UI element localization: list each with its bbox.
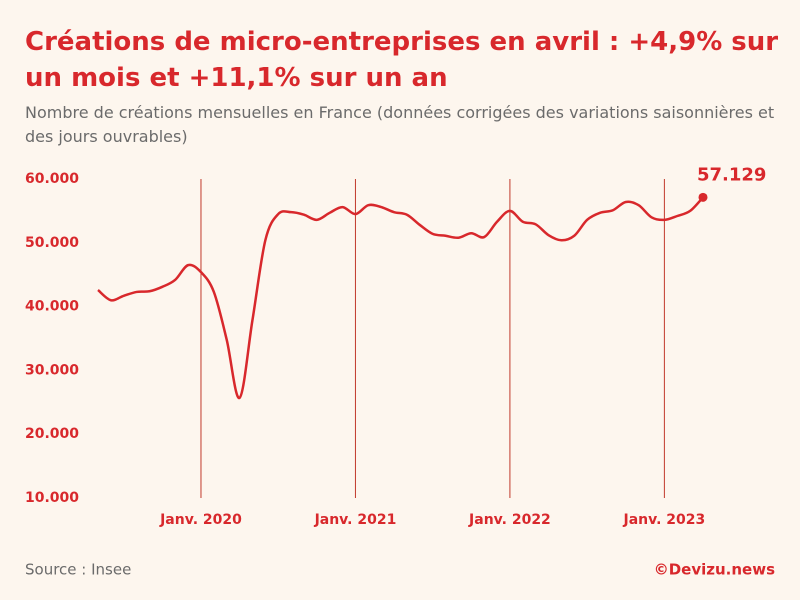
y-tick-label: 30.000 [25, 362, 79, 378]
source: Source : Insee [25, 561, 131, 579]
y-tick-label: 20.000 [25, 426, 79, 442]
x-tick-label: Janv. 2023 [623, 512, 706, 528]
end-point [698, 192, 708, 202]
credit: ©Devizu.news [654, 561, 775, 579]
x-tick-label: Janv. 2020 [159, 512, 242, 528]
y-tick-label: 50.000 [25, 235, 79, 251]
y-tick-label: 60.000 [25, 171, 79, 187]
y-tick-label: 10.000 [25, 490, 79, 506]
chart-title: Créations de micro-entreprises en avril … [25, 27, 779, 93]
y-tick-label: 40.000 [25, 299, 79, 315]
chart-subtitle: Nombre de créations mensuelles en France… [25, 103, 775, 146]
x-tick-label: Janv. 2021 [314, 512, 397, 528]
line [97, 196, 704, 400]
x-tick-label: Janv. 2022 [468, 512, 551, 528]
value-label: 57.129 [697, 164, 766, 185]
